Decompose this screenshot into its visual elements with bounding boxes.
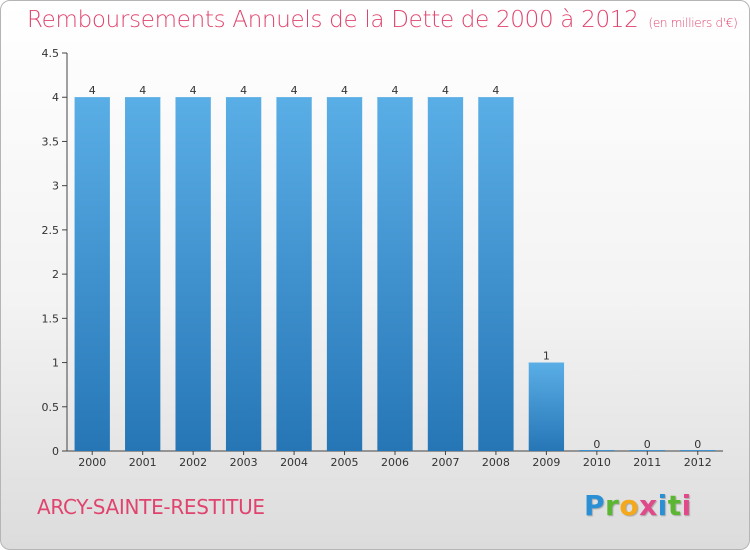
x-tick-label: 2006 bbox=[381, 456, 409, 469]
y-tick-label: 0 bbox=[52, 445, 59, 458]
bar bbox=[276, 97, 312, 451]
x-tick-label: 2005 bbox=[331, 456, 359, 469]
bar-value-label: 4 bbox=[190, 84, 197, 97]
y-tick-label: 0.5 bbox=[42, 401, 60, 414]
bar-value-label: 4 bbox=[291, 84, 298, 97]
y-tick-label: 4 bbox=[52, 91, 59, 104]
bar-value-label: 4 bbox=[341, 84, 348, 97]
x-tick-label: 2000 bbox=[78, 456, 106, 469]
bar-value-label: 4 bbox=[89, 84, 96, 97]
bar bbox=[377, 97, 413, 451]
x-tick-label: 2008 bbox=[482, 456, 510, 469]
x-tick-label: 2010 bbox=[583, 456, 611, 469]
x-tick-label: 2009 bbox=[532, 456, 560, 469]
bar-value-label: 4 bbox=[392, 84, 399, 97]
logo-letter: P bbox=[584, 489, 606, 522]
bar bbox=[680, 450, 716, 451]
bar bbox=[326, 97, 363, 451]
bar bbox=[478, 97, 514, 451]
bar bbox=[427, 97, 464, 451]
bar-value-label: 0 bbox=[593, 438, 600, 451]
x-tick-label: 2007 bbox=[431, 456, 459, 469]
y-tick-label: 2.5 bbox=[42, 224, 60, 237]
bar bbox=[125, 97, 161, 451]
bar-value-label: 1 bbox=[543, 350, 550, 363]
x-tick-label: 2001 bbox=[129, 456, 157, 469]
x-tick-label: 2003 bbox=[230, 456, 258, 469]
bar-value-label: 0 bbox=[644, 438, 651, 451]
chart-unit: (en milliers d'€) bbox=[648, 16, 738, 30]
chart-axes: 0 0.5 1 1.5 2 2.5 3 3.5 4 4.5 2000 2001 2002 2003 2004… bbox=[42, 47, 723, 469]
logo-letter: o bbox=[619, 489, 640, 522]
commune-name: ARCY-SAINTE-RESTITUE bbox=[37, 495, 265, 519]
bar bbox=[225, 97, 262, 451]
x-tick-label: 2011 bbox=[633, 456, 661, 469]
chart-title: Remboursements Annuels de la Dette de 20… bbox=[27, 7, 738, 33]
chart-bars bbox=[74, 97, 716, 451]
y-tick-label: 4.5 bbox=[42, 47, 60, 60]
proxiti-logo: Proxiti bbox=[584, 489, 692, 522]
logo-letter: i bbox=[681, 489, 692, 522]
chart-title-text: Remboursements Annuels de la Dette de 20… bbox=[27, 7, 639, 33]
bar bbox=[579, 450, 615, 451]
y-tick-label: 3 bbox=[52, 180, 59, 193]
y-tick-label: 1 bbox=[52, 357, 59, 370]
logo-letter: r bbox=[605, 489, 620, 522]
bar bbox=[74, 97, 110, 451]
bar-value-label: 4 bbox=[139, 84, 146, 97]
bar bbox=[175, 97, 211, 451]
bar-value-label: 4 bbox=[240, 84, 247, 97]
chart-value-labels: 4 4 4 4 4 4 4 4 4 1 0 0 0 bbox=[89, 84, 702, 451]
bar bbox=[629, 450, 665, 451]
x-tick-label: 2004 bbox=[280, 456, 308, 469]
bar-value-label: 0 bbox=[694, 438, 701, 451]
x-tick-label: 2002 bbox=[179, 456, 207, 469]
y-tick-label: 2 bbox=[52, 268, 59, 281]
bar-value-label: 4 bbox=[442, 84, 449, 97]
logo-letter: t bbox=[667, 489, 682, 522]
bar bbox=[528, 362, 565, 451]
x-tick-label: 2012 bbox=[684, 456, 712, 469]
bar-value-label: 4 bbox=[492, 84, 499, 97]
y-tick-label: 1.5 bbox=[42, 312, 60, 325]
logo-letter: x bbox=[639, 489, 658, 522]
logo-letter: i bbox=[657, 489, 668, 522]
y-tick-label: 3.5 bbox=[42, 135, 60, 148]
